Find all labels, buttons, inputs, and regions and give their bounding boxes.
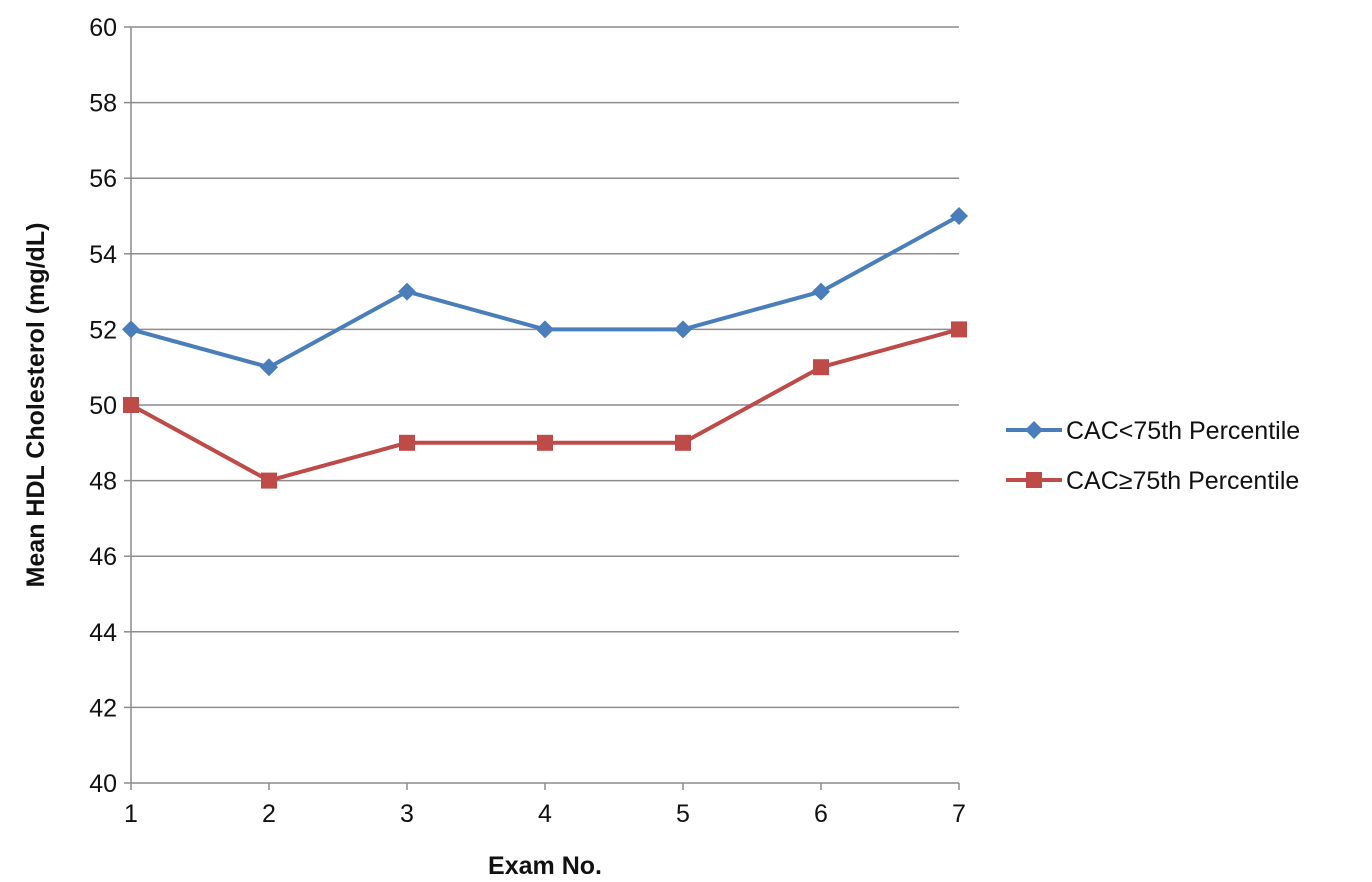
data-point [122,320,140,339]
series-1 [122,207,968,377]
legend: CAC<75th Percentile CAC≥75th Percentile [1006,417,1300,495]
y-tick-label: 48 [89,468,117,496]
series-2 [123,321,967,489]
legend-item-2: CAC≥75th Percentile [1006,467,1299,495]
legend-label: CAC<75th Percentile [1066,417,1300,445]
series-line [130,214,960,370]
gridlines [131,26,959,709]
data-point [951,321,967,338]
data-point [813,359,829,376]
y-tick-label: 40 [89,770,117,798]
y-tick-label: 58 [89,90,117,118]
x-tick-label: 4 [538,800,552,828]
y-axis-title: Mean HDL Cholesterol (mg/dL) [22,223,50,588]
x-tick-label: 2 [262,800,276,828]
y-tick-label: 56 [89,165,117,193]
data-point [536,320,554,339]
y-tick-label: 52 [89,316,117,344]
y-tick-label: 54 [89,241,117,269]
x-tick-label: 1 [124,800,138,828]
series-layer [122,207,968,489]
legend-swatch-marker [1026,472,1042,488]
x-tick-label: 5 [676,800,690,828]
y-tick-label: 44 [89,619,117,647]
data-point [399,434,415,451]
y-tick-label: 50 [89,392,117,420]
data-point [398,282,416,301]
data-point [260,358,278,377]
y-tick-label: 42 [89,694,117,722]
y-tick-label: 60 [89,14,117,42]
legend-item-1: CAC<75th Percentile [1006,417,1300,445]
x-axis-ticks: 1 2 3 4 5 6 7 [124,783,966,828]
legend-swatch-marker [1025,421,1043,439]
data-point [675,434,691,451]
data-point [261,472,277,489]
data-point [950,207,968,225]
data-point [674,320,692,339]
data-point [123,397,139,413]
data-point [812,282,830,301]
y-tick-label: 46 [89,543,117,571]
x-tick-label: 7 [952,800,966,828]
data-point [537,434,553,451]
x-axis-title: Exam No. [488,852,602,880]
y-axis-ticks: 40 42 44 46 48 50 52 54 56 58 60 [89,14,131,798]
x-tick-label: 3 [400,800,414,828]
x-tick-label: 6 [814,800,828,828]
legend-label: CAC≥75th Percentile [1066,467,1299,495]
